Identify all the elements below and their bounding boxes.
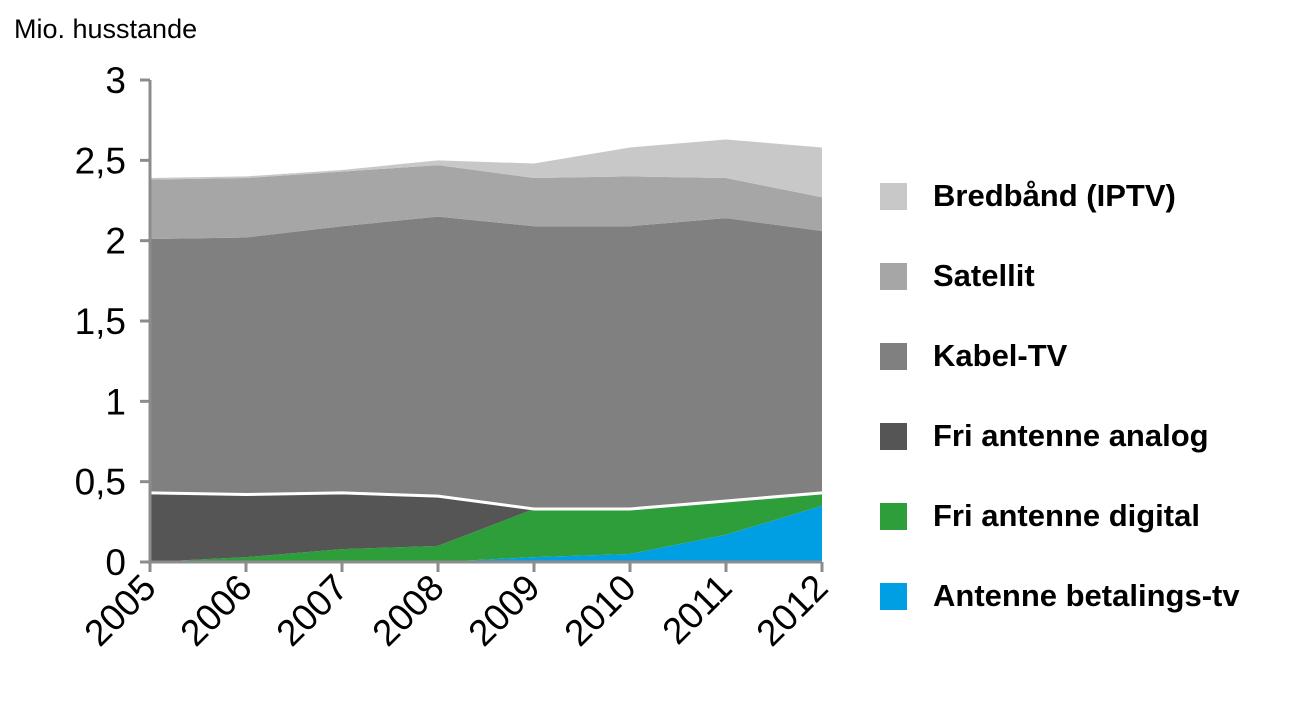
legend-item-bredb-nd-iptv: Bredbånd (IPTV): [880, 176, 1176, 216]
legend-item-satellit: Satellit: [880, 256, 1035, 296]
area-bredb-nd-iptv: [150, 139, 822, 198]
legend-swatch: [880, 342, 907, 370]
area-kabel-tv: [150, 216, 822, 509]
y-tick-label: 3: [105, 60, 126, 101]
area-satellit: [150, 165, 822, 240]
x-tick-label: 2006: [172, 567, 259, 654]
x-tick-label: 2009: [460, 567, 547, 654]
legend-swatch: [880, 502, 907, 530]
legend-label: Satellit: [933, 258, 1035, 293]
legend-item-fri-antenne-digital: Fri antenne digital: [880, 496, 1200, 536]
y-tick-label: 1,5: [75, 301, 126, 342]
area-fri-antenne-digital: [150, 492, 822, 562]
y-tick-label: 2: [105, 221, 126, 262]
legend-swatch: [880, 422, 907, 450]
x-tick-label: 2010: [556, 567, 643, 654]
legend-item-antenne-betalings-tv: Antenne betalings-tv: [880, 576, 1240, 616]
area-antenne-betalings-tv: [150, 505, 822, 562]
legend-label: Antenne betalings-tv: [933, 578, 1240, 613]
legend-label: Kabel-TV: [933, 338, 1068, 373]
analog-boundary-layer: [149, 491, 823, 511]
y-tick-label: 0: [105, 542, 126, 583]
x-tick-label: 2007: [268, 567, 355, 654]
legend-item-fri-antenne-analog: Fri antenne analog: [880, 416, 1209, 456]
x-tick-label: 2008: [364, 567, 451, 654]
legend-item-kabel-tv: Kabel-TV: [880, 336, 1067, 376]
legend-label: Fri antenne digital: [933, 498, 1200, 533]
legend-swatch: [880, 582, 907, 610]
x-tick-label: 2012: [748, 567, 835, 654]
y-axis-unit-label: Mio. husstande: [14, 14, 198, 44]
legend-label: Fri antenne analog: [933, 418, 1209, 453]
y-tick-label: 1: [105, 381, 126, 422]
axes-layer: [140, 78, 824, 572]
x-tick-label: 2011: [654, 567, 739, 652]
legend-label: Bredbånd (IPTV): [933, 178, 1176, 213]
area-layer: [150, 139, 822, 562]
y-tick-label: 2,5: [75, 140, 126, 181]
legend-swatch: [880, 262, 907, 290]
legend-swatch: [880, 182, 907, 210]
y-tick-label: 0,5: [75, 462, 126, 503]
area-fri-antenne-analog: [150, 492, 822, 562]
antenna-boundary-line: [149, 491, 823, 511]
